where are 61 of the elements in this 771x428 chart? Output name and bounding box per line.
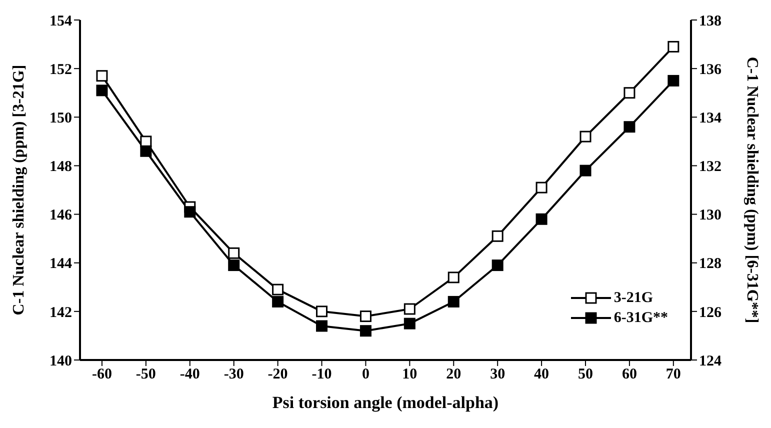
point [580,164,592,176]
y-tick-label: 148 [50,159,72,176]
y-tick-label: 150 [50,110,72,126]
point [668,40,680,52]
point [448,272,460,284]
point [140,145,152,157]
point [536,182,548,194]
x-tick-label: -40 [180,366,200,383]
point [404,303,416,315]
point [668,74,680,86]
point [580,130,592,142]
x-tick-label: -30 [224,366,244,383]
x-tick-label: 0 [362,366,370,383]
y-tick-label: 142 [50,304,72,321]
x-tick-label: 60 [622,366,637,383]
x-tick-label: 50 [578,366,594,383]
x-tick-label: -20 [268,366,288,383]
y2-tick-label: 130 [699,208,722,224]
point [228,247,240,259]
y2-tick-label: 126 [699,304,722,321]
point [228,260,240,272]
y2-tick-label: 128 [699,256,722,272]
y-tick-label: 152 [50,62,72,78]
point [96,84,108,96]
point [316,306,328,318]
point [272,284,284,296]
y-tick-label: 140 [50,353,72,370]
y2-tick-label: 124 [699,353,722,370]
x-tick-label: -50 [136,366,156,383]
y2-tick-label: 136 [699,62,722,78]
point [492,260,504,272]
point [536,213,548,225]
x-tick-label: 20 [446,366,462,383]
y-tick-label: 144 [50,256,72,272]
y2-tick-label: 132 [699,159,722,176]
point [184,206,196,218]
point [492,230,504,242]
point [404,318,416,330]
point [272,296,284,308]
x-tick-label: 10 [402,366,418,383]
x-tick-label: -60 [92,366,112,383]
y2-axis-title: C-1 Nuclear shielding (ppm) [6-31G**] [743,56,760,324]
point [624,121,636,133]
y-tick-label: 146 [50,208,72,224]
point [448,296,460,308]
point [360,310,372,322]
point [624,87,636,99]
point [316,320,328,332]
x-tick-label: 70 [666,366,681,383]
y-tick-label: 154 [50,13,72,30]
y2-tick-label: 138 [699,13,722,30]
x-tick-label: -10 [312,366,332,383]
x-axis-title: Psi torsion angle (model-alpha) [272,393,499,412]
x-tick-label: 30 [490,366,506,383]
y2-tick-label: 134 [699,110,722,126]
legend-label: 6-31G** [614,310,668,326]
x-tick-label: 40 [534,366,550,383]
point [96,70,108,82]
y-axis-title: C-1 Nuclear shielding (ppm) [3-21G] [10,64,28,316]
legend-label: 3-21G [614,290,653,306]
point [360,325,372,337]
